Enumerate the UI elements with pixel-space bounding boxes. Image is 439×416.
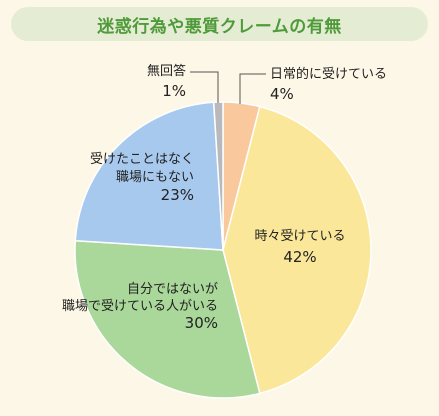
pie-slices xyxy=(74,101,372,399)
chart-title-banner: 迷惑行為や悪質クレームの有無 xyxy=(11,7,428,41)
leader-lines xyxy=(190,71,266,104)
slice-percent-others: 30% xyxy=(185,314,218,332)
pie-slice-others xyxy=(74,239,261,399)
slice-percent-none: 23% xyxy=(161,186,194,204)
pie-slice-sometimes xyxy=(222,105,372,395)
slice-label-none: 受けたことはなく職場にもない 23% xyxy=(90,152,194,204)
slice-label-others: 自分ではないが職場で受けている人がいる 30% xyxy=(62,282,218,332)
leader-line-daily xyxy=(239,73,266,104)
slice-label-line: 無回答 xyxy=(147,63,186,79)
slice-label-daily: 日常的に受けている 4% xyxy=(270,66,387,103)
slice-label-line: 時々受けている xyxy=(254,229,345,244)
pie-slice-none xyxy=(74,101,224,251)
slice-percent-sometimes: 42% xyxy=(283,248,316,266)
leader-line-no-answer xyxy=(190,71,219,103)
slice-percent-no-answer: 1% xyxy=(162,82,186,100)
slice-label-line: 日常的に受けている xyxy=(270,66,387,82)
slice-label-line: 職場にもない xyxy=(116,170,194,185)
chart-title: 迷惑行為や悪質クレームの有無 xyxy=(97,16,342,37)
slice-label-line: 受けたことはなく xyxy=(90,152,194,167)
slice-label-no-answer: 無回答 1% xyxy=(147,63,186,100)
slice-label-line: 職場で受けている人がいる xyxy=(62,299,218,314)
slice-label-line: 自分ではないが xyxy=(127,282,218,297)
slice-label-sometimes: 時々受けている 42% xyxy=(254,229,345,266)
slice-percent-daily: 4% xyxy=(270,85,294,103)
slice-labels: 日常的に受けている 4% 時々受けている 42% 自分ではないが職場で受けている人がいる… xyxy=(62,63,387,332)
